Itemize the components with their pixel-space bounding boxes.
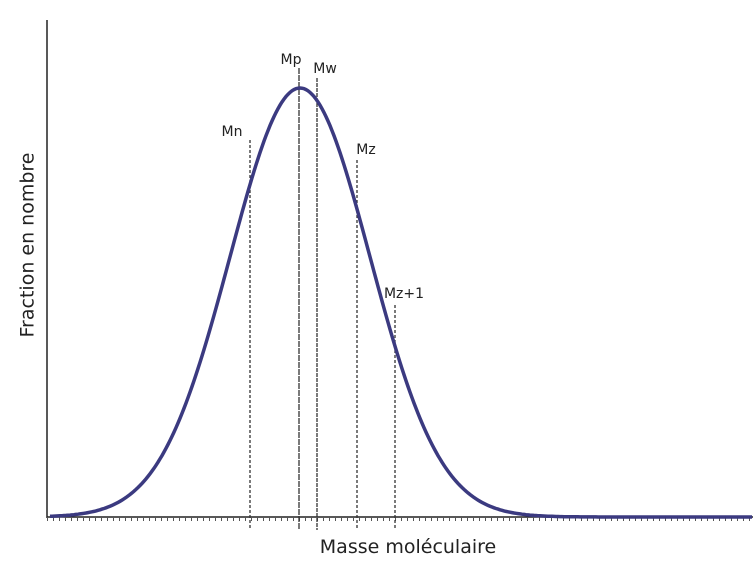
distribution-curve [49,86,752,519]
marker-label: Mp [281,52,302,68]
x-axis-label: Masse moléculaire [320,536,496,558]
y-axis-label: Fraction en nombre [17,153,39,338]
markers: Mn Mp Mw Mz Mz+1 [222,52,424,530]
marker-label: Mz [356,142,375,158]
marker-label: Mn [222,124,243,140]
marker-label: Mz+1 [384,286,424,302]
marker-label: Mw [313,61,337,77]
